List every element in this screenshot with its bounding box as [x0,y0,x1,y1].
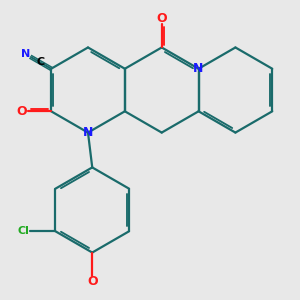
Text: O: O [156,12,167,26]
Text: N: N [21,49,30,59]
Text: Cl: Cl [17,226,29,236]
Text: N: N [83,126,93,139]
Text: O: O [16,105,27,118]
Text: O: O [87,275,98,288]
Text: N: N [194,62,204,75]
Text: C: C [36,57,44,68]
